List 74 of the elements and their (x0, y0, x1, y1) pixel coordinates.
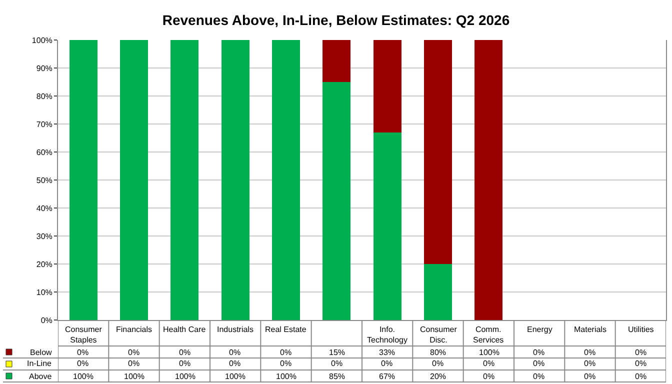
bar (322, 40, 351, 82)
x-tick-label: Real Estate (265, 325, 307, 334)
bar (69, 40, 98, 320)
data-label: 0% (584, 359, 596, 368)
y-tick-label: 10% (36, 288, 52, 297)
bar (373, 132, 402, 320)
chart-title: Revenues Above, In-Line, Below Estimates: Q2 2026 (162, 12, 510, 28)
data-label: 0% (635, 372, 647, 381)
data-label: 85% (329, 372, 346, 381)
data-label: 100% (225, 372, 246, 381)
legend-label: In-Line (27, 359, 52, 368)
data-label: 33% (379, 348, 396, 357)
data-label: 0% (381, 359, 393, 368)
data-label: 0% (432, 359, 444, 368)
y-tick-label: 80% (36, 92, 52, 101)
data-label: 0% (77, 359, 89, 368)
data-label: 0% (128, 359, 140, 368)
data-label: 0% (179, 348, 191, 357)
y-tick-label: 50% (36, 176, 52, 185)
data-label: 0% (533, 372, 545, 381)
x-tick-label: Info. Technology (367, 325, 408, 344)
data-label: 0% (635, 348, 647, 357)
legend-label: Above (29, 372, 52, 381)
x-tick-label: Comm. Services (473, 325, 504, 344)
x-tick-label: Health Care (163, 325, 206, 334)
data-label: 0% (533, 359, 545, 368)
x-tick-label: Consumer Staples (65, 325, 102, 344)
data-label: 100% (73, 372, 94, 381)
data-label: 0% (128, 348, 140, 357)
bar (120, 40, 148, 320)
data-label: 0% (280, 359, 292, 368)
data-label: 100% (124, 372, 144, 381)
y-tick-label: 90% (36, 64, 52, 73)
y-tick-label: 70% (36, 120, 52, 129)
bar (170, 40, 199, 320)
x-tick-label: Industrials (217, 325, 254, 334)
data-label: 0% (635, 359, 647, 368)
bar (424, 40, 452, 264)
bar (424, 264, 452, 320)
bar (373, 40, 402, 132)
data-label: 100% (276, 372, 296, 381)
data-label: 0% (280, 348, 292, 357)
x-tick-label: Consumer Disc. (420, 325, 458, 344)
data-label: 100% (479, 348, 500, 357)
data-label: 0% (584, 372, 596, 381)
y-tick-label: 100% (32, 36, 52, 45)
data-label: 80% (430, 348, 446, 357)
bar (474, 40, 503, 320)
y-tick-label: 30% (36, 232, 52, 241)
x-tick-label: Financials (116, 325, 152, 334)
data-label: 0% (533, 348, 545, 357)
data-label: 0% (77, 348, 89, 357)
data-label: 15% (329, 348, 346, 357)
y-tick-label: 20% (36, 260, 52, 269)
data-label: 100% (175, 372, 196, 381)
x-tick-label: Energy (527, 325, 552, 334)
data-label: 20% (430, 372, 446, 381)
bar (272, 40, 300, 320)
data-label: 0% (483, 372, 495, 381)
bar (221, 40, 250, 320)
x-tick-label: Materials (574, 325, 606, 334)
data-label: 0% (331, 359, 343, 368)
y-tick-label: 60% (36, 148, 52, 157)
y-tick-label: 40% (36, 204, 52, 213)
data-label: 67% (379, 372, 396, 381)
bar (322, 82, 351, 320)
data-label: 0% (179, 359, 191, 368)
y-tick-label: 0% (40, 316, 52, 325)
data-label: 0% (229, 348, 241, 357)
data-label: 0% (229, 359, 241, 368)
legend-label: Below (30, 348, 52, 357)
data-label: 0% (483, 359, 495, 368)
data-label: 0% (584, 348, 596, 357)
x-tick-label: Utilities (628, 325, 654, 334)
